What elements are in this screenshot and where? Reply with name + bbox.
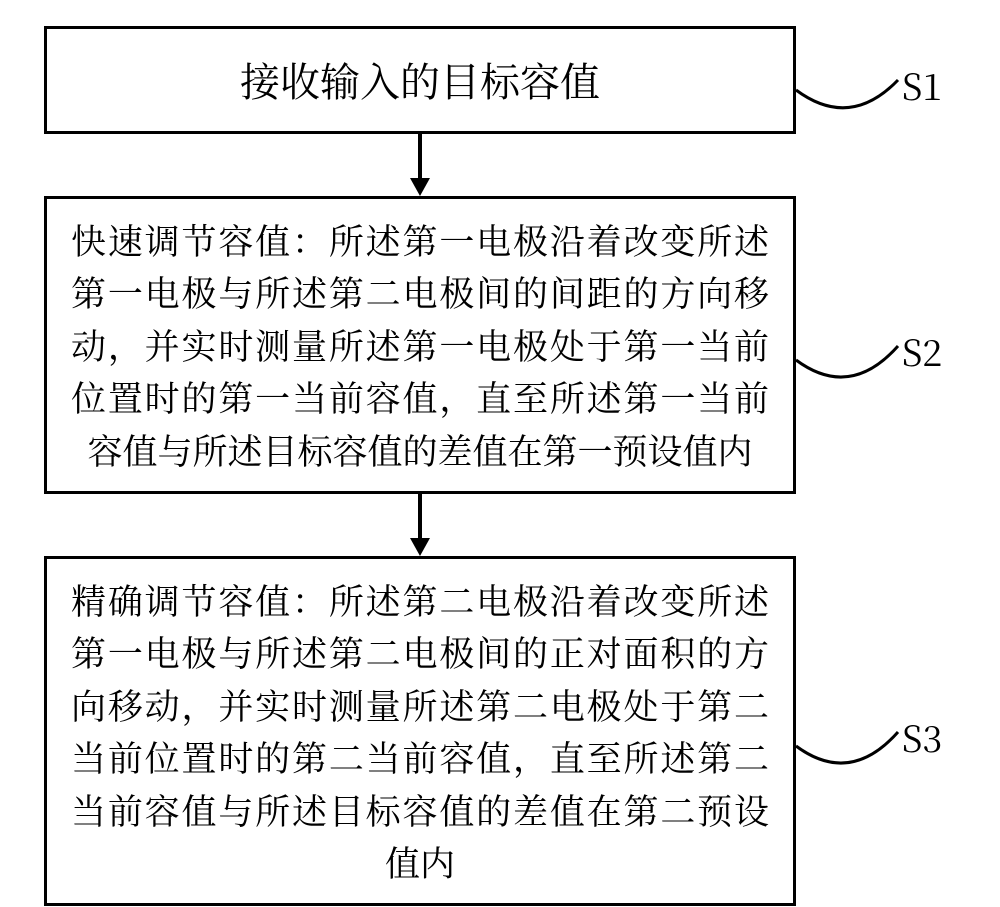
step-box-s2: 快速调节容值：所述第一电极沿着改变所述第一电极与所述第二电极间的间距的方向移动，… xyxy=(44,196,796,494)
step-text-s3: 精确调节容值：所述第二电极沿着改变所述第一电极与所述第二电极间的正对面积的方向移… xyxy=(71,574,769,889)
arrow-line-s1-s2 xyxy=(418,134,422,178)
step-box-s1: 接收输入的目标容值 xyxy=(44,26,796,134)
arrow-head-s2-s3 xyxy=(410,538,430,556)
step-label-s2: S2 xyxy=(902,326,942,377)
arrow-head-s1-s2 xyxy=(410,178,430,196)
arrow-line-s2-s3 xyxy=(418,494,422,538)
step-box-s3: 精确调节容值：所述第二电极沿着改变所述第一电极与所述第二电极间的正对面积的方向移… xyxy=(44,556,796,906)
step-label-s3: S3 xyxy=(902,712,942,763)
step-text-s2: 快速调节容值：所述第一电极沿着改变所述第一电极与所述第二电极间的间距的方向移动，… xyxy=(71,214,769,477)
step-text-s1: 接收输入的目标容值 xyxy=(240,50,600,110)
flowchart-canvas: 接收输入的目标容值 S1 快速调节容值：所述第一电极沿着改变所述第一电极与所述第… xyxy=(0,0,1000,907)
step-label-s1: S1 xyxy=(902,60,942,111)
